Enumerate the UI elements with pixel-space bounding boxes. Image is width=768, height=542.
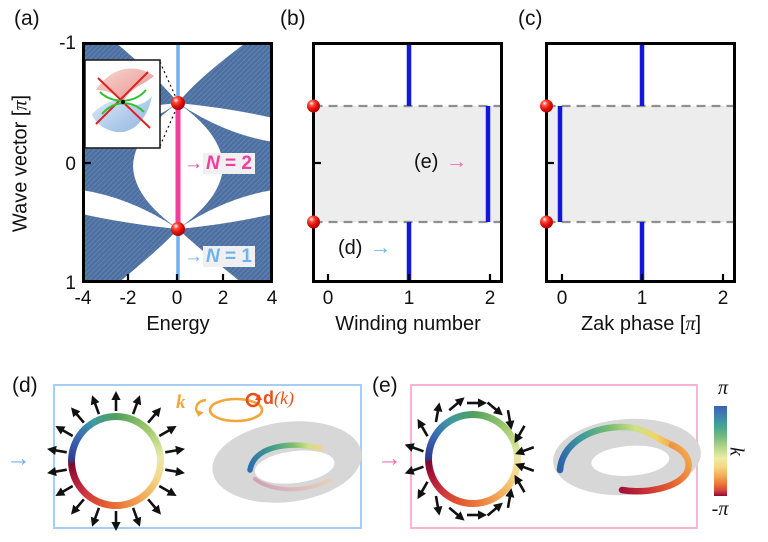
n1-annotation: → N = 1 [184,246,255,268]
panel-c-plot [540,42,736,283]
panel-a-ytick-0: 0 [65,154,76,175]
panel-d-label: (d) [12,374,38,397]
untwisted-band-torus [212,421,362,503]
dirac-point-lower [171,222,185,236]
k-loop-ellipse-icon [208,397,264,423]
panel-e-pointer-arrow-icon: → [377,444,402,472]
gapless-region-shade [546,106,735,222]
transition-point-upper [540,99,553,113]
k-curved-arrow-icon [195,398,207,417]
gapless-region-shade [313,106,502,222]
panel-c-xtick-0: 0 [556,288,568,309]
panel-c-ticks [546,161,725,282]
n1-arrow-icon: → [184,246,203,267]
k-circle-hole [75,420,157,502]
panel-a-xtick--2: -2 [119,288,137,309]
panel-c-x-axis-label: Zak phase [π] [580,313,702,335]
panel-a-ytick--1: -1 [59,33,76,54]
k-circle-hole [432,418,514,500]
panel-a-ytick-1: 1 [65,273,76,294]
dirac-point-upper [171,96,185,110]
panel-a-xtick-2: 2 [217,288,229,309]
panel-a-label: (a) [14,7,40,30]
transition-point-lower [307,215,320,229]
colorbar [714,406,727,496]
colorbar-max-label: π [717,377,729,399]
panel-a-xtick-0: 0 [171,288,183,309]
panel-b-x-axis-label: Winding number [335,313,481,335]
k-annotation-label: k [176,392,186,413]
d-loop-arrow-icon [245,392,262,408]
panel-b-ticks [313,161,492,282]
dirac-cone-inset [84,59,161,149]
colorbar-min-label: -π [711,498,729,520]
panel-c-label: (c) [518,7,543,30]
transition-point-upper [307,99,320,113]
panel-c-xtick-2: 2 [717,288,729,309]
d-vector-arrows-winding-1 [47,391,185,531]
panel-a-xtick--4: -4 [74,288,92,309]
colorbar-axis-label: k [725,447,748,456]
ref-e-arrow-icon: → [446,150,467,173]
winding-number-line [406,43,491,282]
panel-a-y-axis-label: Wave vector [π] [9,94,32,233]
transition-point-lower [540,215,553,229]
zak-phase-line [557,43,645,282]
inset-connector-lines [159,61,178,147]
panel-d-pointer-arrow-icon: → [6,444,31,472]
n2-arrow-icon: → [184,153,203,174]
ref-d-arrow-icon: → [370,236,391,259]
panel-a-xtick-4: 4 [266,288,278,309]
d-vector-arrows-winding-2 [404,397,535,521]
panel-b-label: (b) [280,7,306,30]
panel-a-x-axis-label: Energy [146,313,210,335]
panel-e-label: (e) [372,374,398,397]
panel-b-xtick-2: 2 [484,288,496,309]
d-of-k-label: d(k) [263,388,294,408]
panel-b-xtick-0: 0 [322,288,334,309]
panel-b-plot [307,42,503,283]
ref-d-text: (d) [338,237,363,259]
panel-a-ticks [83,161,225,282]
panel-b-xtick-1: 1 [403,288,415,309]
panel-c-xtick-1: 1 [636,288,648,309]
twisted-band-mobius [553,418,701,496]
n2-annotation: → N = 2 [184,153,255,175]
ref-e-text: (e) [414,151,439,173]
